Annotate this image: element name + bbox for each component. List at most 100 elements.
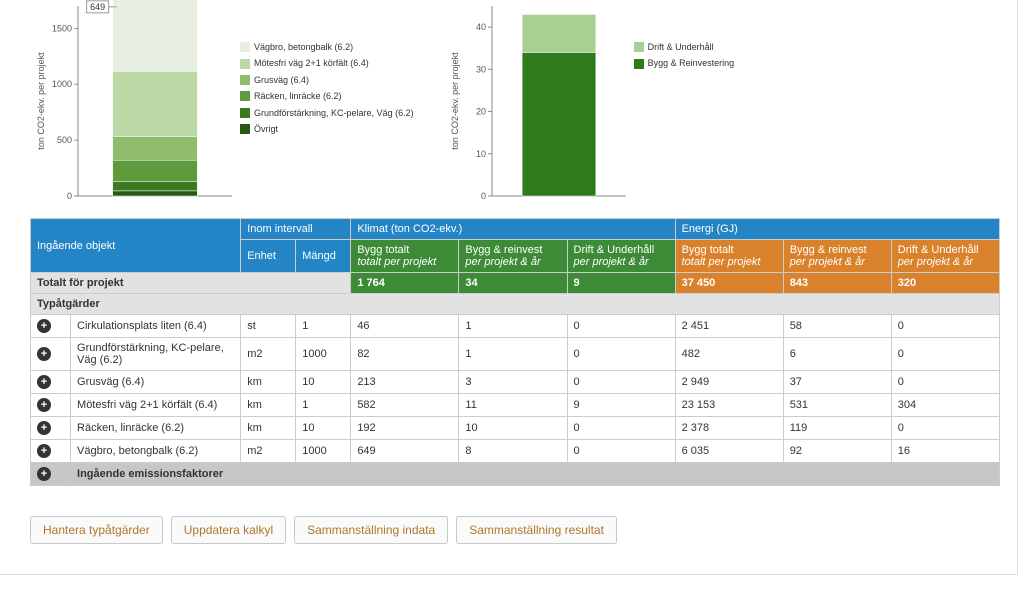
- table-row: + Mötesfri väg 2+1 körfält (6.4) km 1 58…: [31, 394, 1000, 417]
- plus-icon[interactable]: +: [37, 398, 51, 412]
- expand-cell[interactable]: +: [31, 463, 71, 486]
- cell-mangd: 10: [296, 417, 351, 440]
- svg-text:500: 500: [57, 135, 72, 145]
- cell-mangd: 1000: [296, 338, 351, 371]
- legend-label: Mötesfri väg 2+1 körfält (6.4): [254, 56, 369, 70]
- cell-enhet: m2: [241, 338, 296, 371]
- plus-icon[interactable]: +: [37, 347, 51, 361]
- chart1-block: 050010001500ton CO2-ekv. per projekt649 …: [30, 0, 414, 210]
- plus-icon[interactable]: +: [37, 444, 51, 458]
- legend-swatch: [240, 42, 250, 52]
- legend-item: Vägbro, betongbalk (6.2): [240, 40, 414, 54]
- cell-k1: 649: [351, 440, 459, 463]
- plus-icon[interactable]: +: [37, 467, 51, 481]
- cell-e2: 37: [783, 371, 891, 394]
- total-e1: 37 450: [675, 273, 783, 294]
- cell-k1: 82: [351, 338, 459, 371]
- cell-k3: 9: [567, 394, 675, 417]
- legend-label: Vägbro, betongbalk (6.2): [254, 40, 353, 54]
- btn-uppdatera[interactable]: Uppdatera kalkyl: [171, 516, 286, 544]
- svg-text:0: 0: [481, 191, 486, 201]
- legend-swatch: [240, 108, 250, 118]
- chart2-block: 010203040ton CO2-ekv. per projekt Drift …: [444, 0, 735, 210]
- legend-label: Grundförstärkning, KC-pelare, Väg (6.2): [254, 106, 414, 120]
- btn-sammanstallning-indata[interactable]: Sammanställning indata: [294, 516, 448, 544]
- plus-icon[interactable]: +: [37, 421, 51, 435]
- total-k3: 9: [567, 273, 675, 294]
- svg-text:ton CO2-ekv. per projekt: ton CO2-ekv. per projekt: [36, 52, 46, 150]
- section-label: Typåtgärder: [31, 294, 1000, 315]
- cell-name: Cirkulationsplats liten (6.4): [71, 315, 241, 338]
- svg-text:0: 0: [67, 191, 72, 201]
- legend-label: Drift & Underhåll: [648, 40, 714, 54]
- cell-k2: 1: [459, 338, 567, 371]
- cell-e1: 23 153: [675, 394, 783, 417]
- cell-e1: 2 451: [675, 315, 783, 338]
- cell-mangd: 1: [296, 315, 351, 338]
- cell-e2: 92: [783, 440, 891, 463]
- cell-mangd: 1000: [296, 440, 351, 463]
- legend-label: Grusväg (6.4): [254, 73, 309, 87]
- legend-swatch: [240, 124, 250, 134]
- cell-k2: 10: [459, 417, 567, 440]
- cell-e2: 119: [783, 417, 891, 440]
- cell-enhet: st: [241, 315, 296, 338]
- cell-mangd: 1: [296, 394, 351, 417]
- expand-cell[interactable]: +: [31, 315, 71, 338]
- legend-label: Räcken, linräcke (6.2): [254, 89, 342, 103]
- plus-icon[interactable]: +: [37, 375, 51, 389]
- legend-item: Grundförstärkning, KC-pelare, Väg (6.2): [240, 106, 414, 120]
- plus-icon[interactable]: +: [37, 319, 51, 333]
- cell-name: Grusväg (6.4): [71, 371, 241, 394]
- row-total: Totalt för projekt 1 764 34 9 37 450 843…: [31, 273, 1000, 294]
- total-k1: 1 764: [351, 273, 459, 294]
- expand-cell[interactable]: +: [31, 338, 71, 371]
- btn-sammanstallning-resultat[interactable]: Sammanställning resultat: [456, 516, 617, 544]
- expand-cell[interactable]: +: [31, 417, 71, 440]
- table-row: + Vägbro, betongbalk (6.2) m2 1000 649 8…: [31, 440, 1000, 463]
- cell-e1: 482: [675, 338, 783, 371]
- charts-row: 050010001500ton CO2-ekv. per projekt649 …: [30, 0, 994, 210]
- cell-k3: 0: [567, 371, 675, 394]
- footer-label: Ingående emissionsfaktorer: [71, 463, 1000, 486]
- cell-k1: 192: [351, 417, 459, 440]
- legend-swatch: [634, 42, 644, 52]
- expand-cell[interactable]: +: [31, 371, 71, 394]
- cell-e3: 0: [891, 315, 999, 338]
- cell-e2: 531: [783, 394, 891, 417]
- col-k-bygg: Bygg totalttotalt per projekt: [351, 240, 459, 273]
- chart2: 010203040ton CO2-ekv. per projekt: [444, 0, 634, 210]
- legend-item: Räcken, linräcke (6.2): [240, 89, 414, 103]
- cell-k2: 3: [459, 371, 567, 394]
- row-footer-emissionsfaktorer[interactable]: + Ingående emissionsfaktorer: [31, 463, 1000, 486]
- col-ingaende: Ingående objekt: [31, 219, 241, 273]
- chart1-legend: Vägbro, betongbalk (6.2) Mötesfri väg 2+…: [240, 40, 414, 138]
- expand-cell[interactable]: +: [31, 394, 71, 417]
- cell-mangd: 10: [296, 371, 351, 394]
- svg-text:1000: 1000: [52, 79, 72, 89]
- cell-name: Räcken, linräcke (6.2): [71, 417, 241, 440]
- table-row: + Grundförstärkning, KC-pelare, Väg (6.2…: [31, 338, 1000, 371]
- expand-cell[interactable]: +: [31, 440, 71, 463]
- svg-text:10: 10: [476, 149, 486, 159]
- cell-e3: 0: [891, 338, 999, 371]
- cell-e3: 0: [891, 371, 999, 394]
- chart1: 050010001500ton CO2-ekv. per projekt649: [30, 0, 240, 210]
- cell-k2: 11: [459, 394, 567, 417]
- cell-e3: 16: [891, 440, 999, 463]
- cell-k3: 0: [567, 417, 675, 440]
- cell-k3: 0: [567, 338, 675, 371]
- btn-hantera[interactable]: Hantera typåtgärder: [30, 516, 163, 544]
- svg-text:30: 30: [476, 64, 486, 74]
- colgroup-klimat: Klimat (ton CO2-ekv.): [351, 219, 675, 240]
- total-k2: 34: [459, 273, 567, 294]
- cell-k2: 1: [459, 315, 567, 338]
- colgroup-inom: Inom intervall: [241, 219, 351, 240]
- table-row: + Räcken, linräcke (6.2) km 10 192 10 0 …: [31, 417, 1000, 440]
- svg-text:1500: 1500: [52, 23, 72, 33]
- total-e3: 320: [891, 273, 999, 294]
- row-section-typatgarder: Typåtgärder: [31, 294, 1000, 315]
- col-e-reinv: Bygg & reinvestper projekt & år: [783, 240, 891, 273]
- cell-enhet: km: [241, 371, 296, 394]
- cell-enhet: km: [241, 417, 296, 440]
